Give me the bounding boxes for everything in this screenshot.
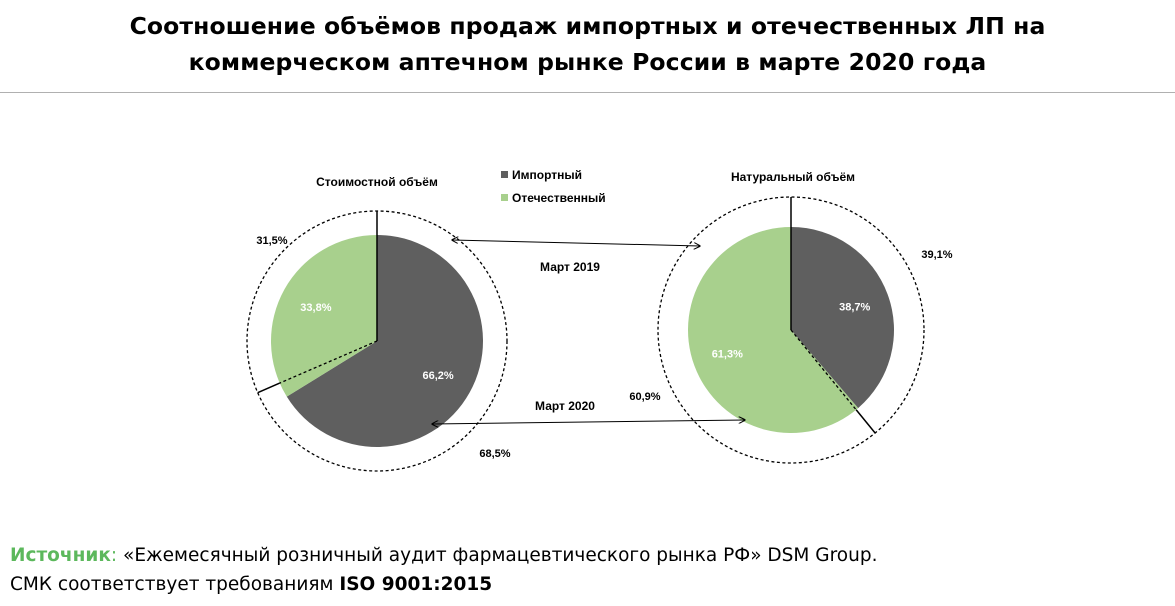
arrow-march-2020 (432, 420, 745, 424)
pie-slice-value-domestic (271, 235, 377, 397)
certification-text: СМК соответствует требованиям (10, 574, 340, 595)
outer-label-value-domestic: 31,5% (256, 235, 287, 247)
source-colon: : (110, 545, 118, 566)
legend-label-imported: Импортный (512, 168, 582, 182)
pie-title-volume: Натуральный объём (731, 170, 855, 184)
split-line-outer-volume (855, 409, 876, 434)
slice-label-value-domestic: 33,8% (300, 302, 331, 314)
split-line-outer-value (257, 382, 281, 394)
source-label: Источник (10, 545, 111, 566)
legend-swatch-imported (501, 171, 508, 178)
pie-slice-volume-imported (791, 227, 895, 409)
source-line-1: Источник: «Ежемесячный розничный аудит ф… (10, 541, 877, 570)
title-line-2: коммерческом аптечном рынке России в мар… (188, 48, 987, 76)
slice-label-volume-domestic: 61,3% (712, 349, 743, 361)
pie-slice-volume-domestic (688, 227, 859, 433)
outer-label-value-imported: 68,5% (479, 448, 510, 460)
outer-ring-volume (657, 196, 925, 464)
source-note: Источник: «Ежемесячный розничный аудит ф… (10, 541, 877, 599)
slice-label-volume-imported: 38,7% (839, 301, 870, 313)
iso-standard: ISO 9001:2015 (339, 574, 493, 595)
chart-title: Соотношение объёмов продаж импортных и о… (0, 8, 1175, 80)
split-line-outer-dashed-value (279, 340, 378, 384)
source-line-2: СМК соответствует требованиям ISO 9001:2… (10, 570, 877, 599)
source-text: «Ежемесячный розничный аудит фармацевтич… (117, 545, 878, 566)
pie-charts: Импортный Отечественный Стоимостной объё… (246, 168, 953, 472)
title-line-1: Соотношение объёмов продаж импортных и о… (129, 12, 1046, 40)
arrow-march-2019 (452, 240, 700, 246)
outer-label-volume-domestic: 60,9% (629, 391, 660, 403)
legend-swatch-domestic (501, 194, 508, 201)
outer-label-volume-imported: 39,1% (921, 249, 952, 261)
slice-label-value-imported: 66,2% (422, 370, 453, 382)
legend-label-domestic: Отечественный (512, 191, 606, 205)
pie-slice-value-imported (286, 235, 483, 447)
pie-title-value: Стоимостной объём (316, 175, 438, 189)
split-line-outer-dashed-volume (790, 329, 857, 411)
annotation-march-2019: Март 2019 (540, 260, 600, 274)
annotation-march-2020: Март 2020 (535, 399, 595, 413)
title-divider (0, 92, 1175, 93)
